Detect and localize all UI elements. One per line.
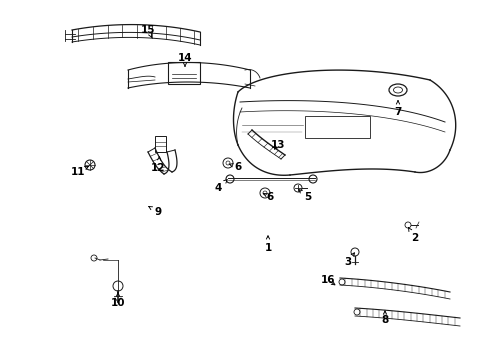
- Text: 1: 1: [264, 236, 271, 253]
- Text: 8: 8: [381, 311, 388, 325]
- Text: 4: 4: [214, 180, 227, 193]
- Text: 3: 3: [344, 253, 354, 267]
- Bar: [168, 62, 200, 84]
- Text: 10: 10: [110, 292, 125, 308]
- Text: 13: 13: [270, 140, 285, 150]
- Text: 12: 12: [150, 157, 165, 173]
- Text: 14: 14: [177, 53, 192, 66]
- Text: 5: 5: [298, 190, 311, 202]
- Text: 6: 6: [263, 192, 273, 202]
- Text: 6: 6: [228, 162, 241, 172]
- Circle shape: [293, 184, 302, 192]
- Text: 16: 16: [320, 275, 335, 285]
- Text: 7: 7: [393, 101, 401, 117]
- Bar: [305, 116, 369, 138]
- Circle shape: [350, 248, 358, 256]
- Text: 11: 11: [71, 166, 88, 177]
- Bar: [155, 136, 165, 152]
- Circle shape: [404, 222, 410, 228]
- Text: 15: 15: [141, 25, 155, 38]
- Circle shape: [85, 160, 95, 170]
- Text: 9: 9: [148, 207, 161, 217]
- Circle shape: [113, 281, 123, 291]
- Circle shape: [91, 255, 97, 261]
- Text: 2: 2: [407, 228, 418, 243]
